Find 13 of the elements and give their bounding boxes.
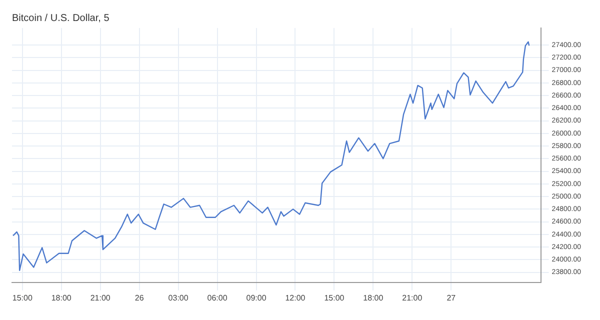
x-tick-label: 09:00: [246, 293, 267, 302]
x-tick-label: 21:00: [402, 293, 423, 302]
x-tick-label: 03:00: [168, 293, 189, 302]
x-tick-label: 21:00: [90, 293, 111, 302]
x-tick-label: 26: [134, 293, 144, 302]
x-tick-label: 06:00: [207, 293, 228, 302]
x-tick-label: 15:00: [12, 293, 33, 302]
x-tick-label: 15:00: [324, 293, 345, 302]
chart-title: Bitcoin / U.S. Dollar, 5: [12, 12, 110, 24]
x-tick-label: 27: [446, 293, 456, 302]
x-tick-label: 18:00: [51, 293, 72, 302]
x-tick-label: 12:00: [285, 293, 306, 302]
x-tick-label: 18:00: [363, 293, 384, 302]
